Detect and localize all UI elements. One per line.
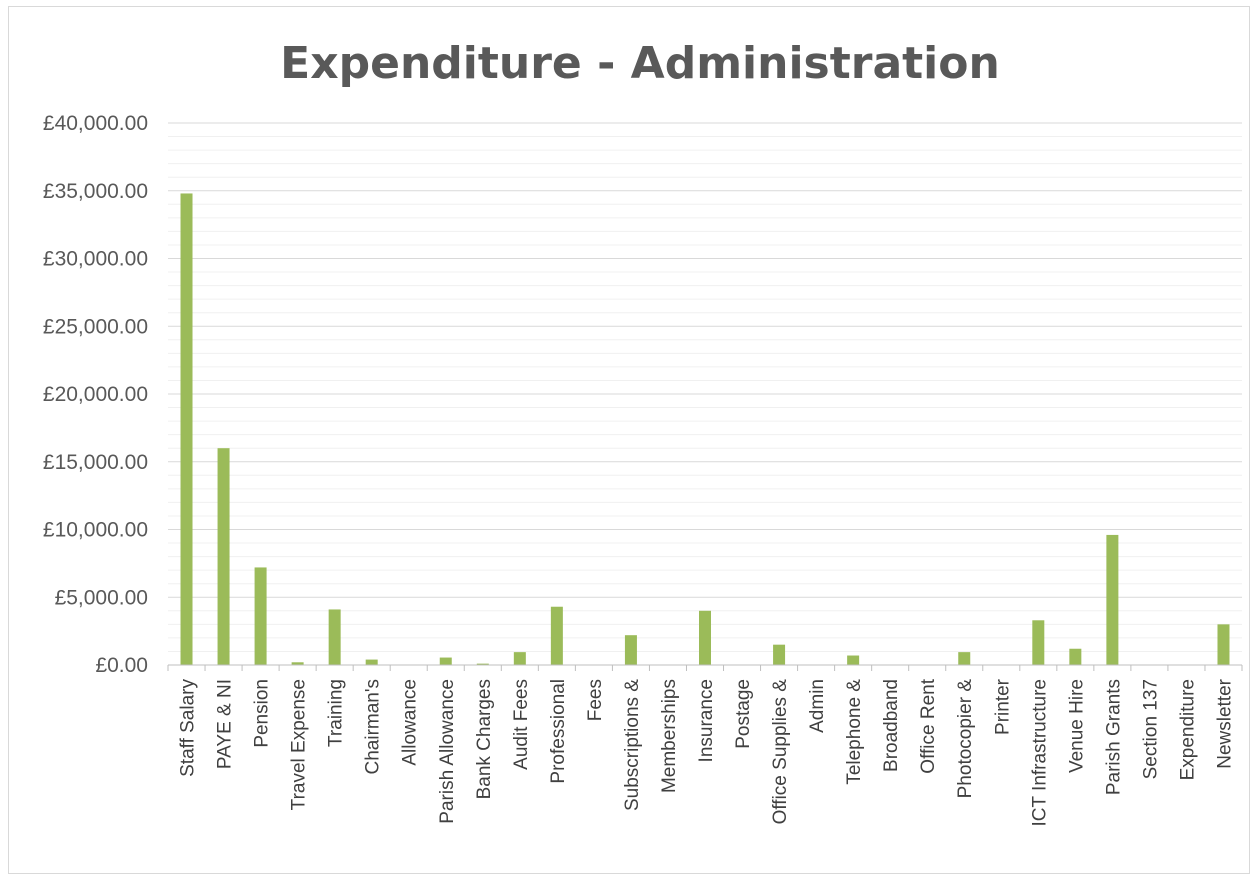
bar (513, 652, 526, 665)
y-tick-label: £25,000.00 (43, 315, 148, 338)
bar (1069, 648, 1082, 665)
bar (699, 610, 711, 665)
x-category-label: Bank Charges (474, 679, 495, 799)
y-tick-label: £5,000.00 (55, 586, 148, 609)
x-category-label: Printer (992, 678, 1013, 735)
x-category-label: Parish Allowance (437, 679, 458, 824)
gridlines (168, 122, 1242, 652)
x-category-label: Pension (252, 679, 273, 748)
chart-title: Expenditure - Administration (280, 38, 1000, 89)
bar (773, 644, 786, 665)
x-category-label: Venue Hire (1066, 679, 1087, 773)
y-axis-tick-labels: £0.00 £5,000.00 £10,000.00 £15,000.00 £20,00… (43, 112, 148, 677)
chart-frame (8, 6, 1250, 874)
x-axis-category-labels: Staff Salary PAYE & NI Pension Travel Expen… (178, 678, 1236, 826)
bar (254, 567, 267, 665)
x-category-label: Telephone & (844, 679, 865, 785)
x-category-label: Chairman's (363, 679, 384, 775)
y-tick-label: £0.00 (95, 654, 148, 677)
y-tick-label: £15,000.00 (43, 451, 148, 474)
bar (328, 609, 341, 665)
bar (476, 663, 489, 665)
bar (291, 662, 304, 665)
bars (180, 193, 1230, 665)
bar (550, 606, 563, 665)
bar (847, 655, 860, 665)
x-category-label: Fees (585, 679, 606, 721)
bar (1032, 620, 1045, 665)
x-category-label: Allowance (400, 679, 421, 766)
y-tick-label: £40,000.00 (43, 112, 148, 135)
x-category-label: Travel Expense (289, 679, 310, 810)
x-category-label: Expenditure (1177, 679, 1198, 780)
x-category-label: PAYE & NI (215, 679, 236, 769)
bar (365, 659, 378, 665)
y-tick-label: £10,000.00 (43, 519, 148, 542)
bar (1106, 534, 1119, 665)
bar (217, 448, 230, 665)
x-category-label: Professional (548, 679, 569, 784)
x-axis (167, 664, 1243, 671)
bar (439, 657, 452, 665)
x-category-label: Staff Salary (178, 679, 199, 777)
bar (958, 652, 971, 665)
x-category-label: ICT Infrastructure (1029, 679, 1050, 826)
bar (624, 635, 637, 665)
y-tick-label: £35,000.00 (43, 180, 148, 203)
bar (180, 193, 193, 665)
x-category-label: Photocopier & (955, 679, 976, 799)
x-category-label: Office Rent (918, 678, 939, 773)
x-category-label: Training (326, 679, 347, 747)
bar (1217, 624, 1230, 665)
x-category-label: Admin (807, 679, 828, 733)
x-category-label: Parish Grants (1103, 679, 1124, 795)
x-category-label: Insurance (696, 679, 717, 762)
y-tick-label: £30,000.00 (43, 248, 148, 271)
x-category-label: Subscriptions & (622, 679, 643, 811)
x-category-label: Section 137 (1140, 679, 1161, 779)
x-category-label: Memberships (659, 679, 680, 793)
x-category-label: Audit Fees (511, 679, 532, 770)
x-category-label: Newsletter (1214, 678, 1235, 768)
y-tick-label: £20,000.00 (43, 383, 148, 406)
x-category-label: Broadband (881, 679, 902, 772)
x-category-label: Postage (733, 679, 754, 749)
x-category-label: Office Supplies & (770, 679, 791, 825)
